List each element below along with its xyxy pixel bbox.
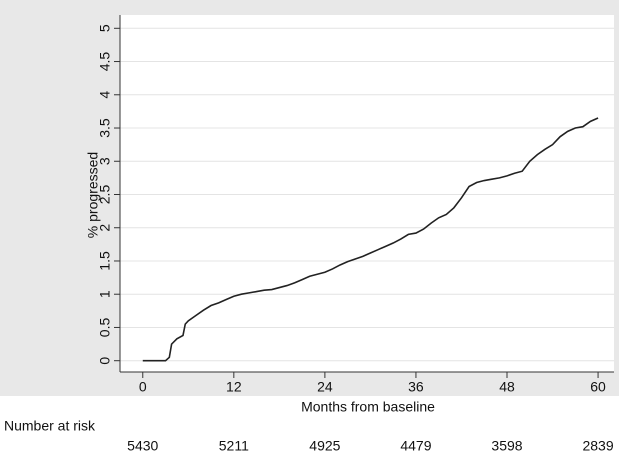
y-tick-label: 1.5 bbox=[97, 251, 113, 271]
risk-label: Number at risk bbox=[4, 418, 96, 434]
x-axis-title: Months from baseline bbox=[301, 399, 435, 415]
y-tick-label: 2.5 bbox=[97, 185, 113, 205]
y-axis-title: % progressed bbox=[85, 152, 101, 238]
x-tick-label: 48 bbox=[499, 379, 515, 395]
y-tick-label: 4 bbox=[97, 91, 113, 99]
y-tick-label: 4.5 bbox=[97, 52, 113, 72]
plot-area bbox=[120, 15, 614, 372]
x-tick-label: 12 bbox=[226, 379, 242, 395]
x-tick-label: 36 bbox=[408, 379, 424, 395]
risk-count: 2839 bbox=[582, 438, 613, 452]
risk-count: 4925 bbox=[309, 438, 340, 452]
risk-count: 3598 bbox=[491, 438, 522, 452]
line-series bbox=[142, 117, 599, 362]
y-tick-label: 0 bbox=[97, 357, 113, 365]
x-tick-label: 60 bbox=[590, 379, 606, 395]
y-tick-label: 1 bbox=[97, 290, 113, 298]
risk-count: 4479 bbox=[400, 438, 431, 452]
risk-count: 5430 bbox=[127, 438, 158, 452]
x-tick-label: 0 bbox=[139, 379, 147, 395]
x-tick-label: 24 bbox=[317, 379, 333, 395]
y-tick-label: 3 bbox=[97, 157, 113, 165]
y-tick-label: 5 bbox=[97, 24, 113, 32]
y-tick-label: 0.5 bbox=[97, 318, 113, 338]
y-tick-label: 3.5 bbox=[97, 118, 113, 138]
y-tick-label: 2 bbox=[97, 224, 113, 232]
risk-count: 5211 bbox=[219, 438, 249, 452]
